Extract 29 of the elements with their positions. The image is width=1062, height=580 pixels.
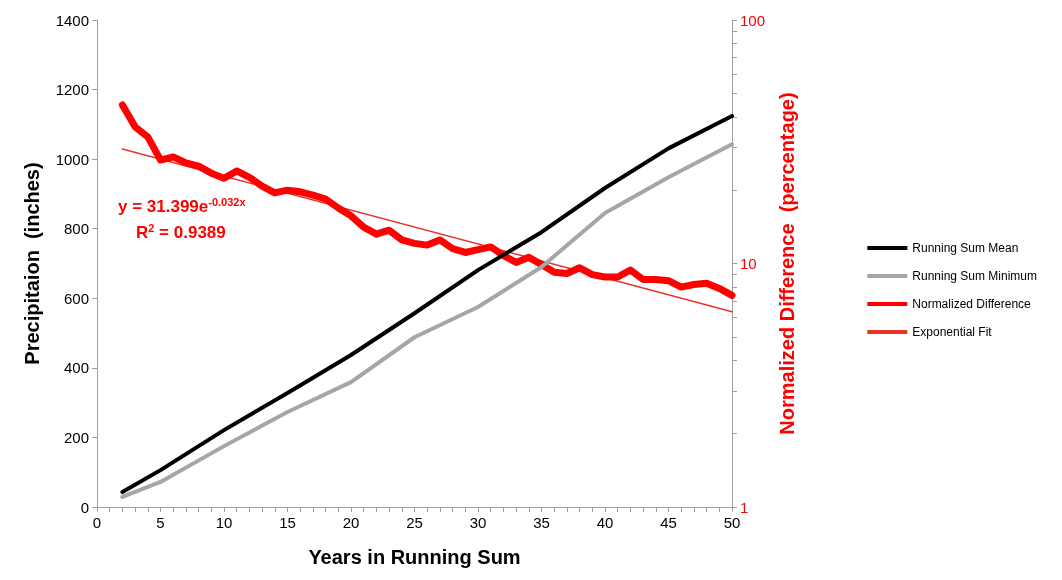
legend-label: Running Sum Mean bbox=[912, 241, 1019, 255]
x-tick-label: 15 bbox=[279, 514, 296, 531]
x-axis-title: Years in Running Sum bbox=[308, 546, 521, 568]
y-tick-label: 1400 bbox=[55, 11, 89, 29]
y-tick-label: 1200 bbox=[55, 81, 89, 99]
y-tick-label: 800 bbox=[63, 220, 89, 238]
legend-label: Running Sum Minimum bbox=[912, 269, 1038, 283]
x-tick-label: 35 bbox=[533, 514, 550, 531]
x-tick-label: 5 bbox=[156, 514, 165, 531]
y-tick-label: 0 bbox=[80, 498, 89, 516]
x-tick-label: 25 bbox=[406, 514, 423, 531]
legend-label: Exponential Fit bbox=[912, 325, 993, 339]
x-tick-label: 45 bbox=[660, 514, 677, 531]
y2-tick-label: 100 bbox=[740, 11, 766, 29]
y2-axis-title: Normalized Difference (percentage) bbox=[776, 92, 798, 435]
y-tick-label: 1000 bbox=[55, 150, 89, 168]
y-axis-title: Precipitaion (inches) bbox=[21, 162, 43, 365]
x-tick-label: 10 bbox=[215, 514, 233, 531]
x-tick-label: 30 bbox=[469, 514, 487, 531]
x-tick-label: 20 bbox=[342, 514, 360, 531]
y2-tick-label: 10 bbox=[740, 255, 757, 272]
y-tick-label: 200 bbox=[63, 428, 89, 446]
x-tick-label: 0 bbox=[92, 514, 102, 531]
y-tick-label: 400 bbox=[63, 359, 89, 377]
x-tick-label: 50 bbox=[723, 514, 741, 531]
legend-label: Normalized Difference bbox=[912, 297, 1032, 311]
x-tick-label: 40 bbox=[596, 514, 614, 531]
y-tick-label: 600 bbox=[63, 289, 89, 307]
y2-tick-label: 1 bbox=[740, 498, 749, 516]
